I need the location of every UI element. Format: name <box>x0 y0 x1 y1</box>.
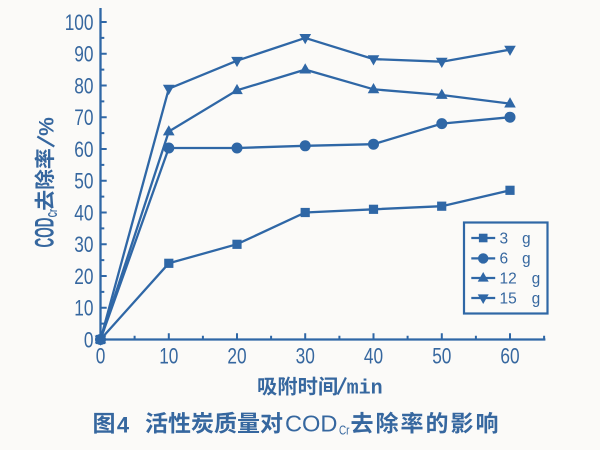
svg-text:30: 30 <box>296 344 315 369</box>
svg-text:100: 100 <box>65 10 94 35</box>
svg-text:10: 10 <box>159 344 178 369</box>
svg-text:20: 20 <box>74 264 93 289</box>
svg-text:Cr: Cr <box>45 209 60 217</box>
svg-text:30: 30 <box>74 232 93 257</box>
svg-text:60: 60 <box>74 137 93 162</box>
svg-text:Cr: Cr <box>339 423 350 438</box>
svg-text:g: g <box>531 270 540 288</box>
svg-text:80: 80 <box>74 73 93 98</box>
svg-text:40: 40 <box>364 344 383 369</box>
svg-text:15: 15 <box>500 290 517 307</box>
svg-text:COD: COD <box>285 411 338 437</box>
svg-text:3: 3 <box>500 230 509 247</box>
svg-text:50: 50 <box>74 169 93 194</box>
svg-text:g: g <box>531 290 540 308</box>
svg-text:40: 40 <box>74 200 93 225</box>
svg-text:50: 50 <box>432 344 451 369</box>
svg-text:20: 20 <box>227 344 246 369</box>
svg-text:min: min <box>347 378 383 401</box>
svg-text:6: 6 <box>500 251 509 268</box>
svg-text:4: 4 <box>117 413 130 438</box>
svg-text:0: 0 <box>84 327 94 352</box>
svg-text:90: 90 <box>74 42 93 67</box>
svg-text:70: 70 <box>74 105 93 130</box>
svg-text:12: 12 <box>500 270 517 287</box>
svg-text:10: 10 <box>74 296 93 321</box>
svg-text:%: % <box>36 117 59 136</box>
svg-text:60: 60 <box>500 344 519 369</box>
svg-text:0: 0 <box>96 344 106 369</box>
svg-text:g: g <box>522 251 531 269</box>
svg-text:COD: COD <box>30 218 60 248</box>
svg-text:g: g <box>522 230 531 248</box>
